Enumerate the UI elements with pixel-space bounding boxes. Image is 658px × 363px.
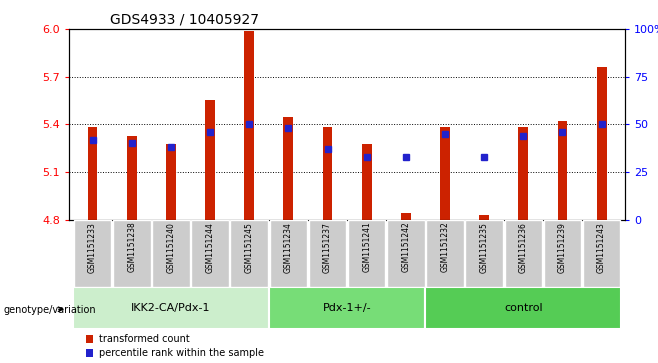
Text: GSM1151235: GSM1151235 — [480, 222, 489, 273]
Text: GSM1151236: GSM1151236 — [519, 222, 528, 273]
Text: GSM1151234: GSM1151234 — [284, 222, 293, 273]
Text: GSM1151241: GSM1151241 — [362, 222, 371, 272]
Text: IKK2-CA/Pdx-1: IKK2-CA/Pdx-1 — [131, 303, 211, 313]
Bar — [505, 220, 542, 287]
Bar — [544, 220, 581, 287]
Bar — [270, 220, 307, 287]
Text: GSM1151240: GSM1151240 — [166, 222, 176, 273]
Bar — [322, 127, 332, 220]
Text: GSM1151245: GSM1151245 — [245, 222, 254, 273]
Text: GSM1151242: GSM1151242 — [401, 222, 411, 272]
Bar — [191, 220, 229, 287]
Text: control: control — [504, 303, 543, 313]
Text: percentile rank within the sample: percentile rank within the sample — [99, 348, 264, 358]
Text: GSM1151237: GSM1151237 — [323, 222, 332, 273]
Text: Pdx-1+/-: Pdx-1+/- — [323, 303, 371, 313]
Bar — [465, 220, 503, 287]
Text: GSM1151239: GSM1151239 — [558, 222, 567, 273]
Bar — [557, 121, 567, 220]
Bar — [127, 136, 137, 220]
Bar — [440, 127, 450, 220]
Bar — [244, 30, 254, 220]
Bar — [401, 213, 411, 220]
Bar — [230, 220, 268, 287]
Bar — [583, 220, 620, 287]
Bar — [88, 127, 97, 220]
Bar — [426, 287, 621, 329]
Bar — [348, 220, 386, 287]
Text: genotype/variation: genotype/variation — [3, 305, 96, 315]
Text: GSM1151243: GSM1151243 — [597, 222, 606, 273]
Bar — [166, 144, 176, 220]
Bar — [73, 287, 268, 329]
Text: GSM1151232: GSM1151232 — [440, 222, 449, 272]
Bar — [74, 220, 111, 287]
Bar — [113, 220, 151, 287]
Bar — [362, 144, 372, 220]
Bar — [597, 67, 607, 220]
Text: GSM1151238: GSM1151238 — [127, 222, 136, 272]
Text: GDS4933 / 10405927: GDS4933 / 10405927 — [110, 13, 259, 27]
Bar — [426, 220, 464, 287]
Bar — [268, 287, 426, 329]
Text: GSM1151244: GSM1151244 — [205, 222, 215, 273]
Bar — [479, 215, 489, 220]
Bar — [152, 220, 190, 287]
Text: transformed count: transformed count — [99, 334, 190, 344]
Bar — [387, 220, 424, 287]
Bar — [205, 100, 215, 220]
Bar — [284, 117, 293, 220]
Bar — [519, 127, 528, 220]
Bar — [309, 220, 346, 287]
Text: GSM1151233: GSM1151233 — [88, 222, 97, 273]
